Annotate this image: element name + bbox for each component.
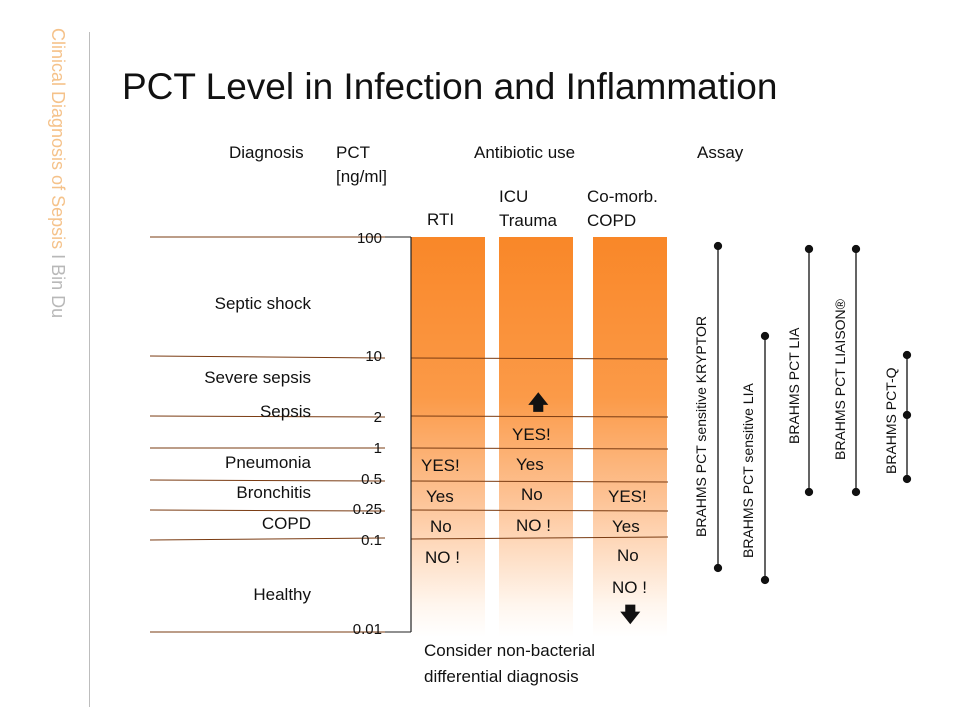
diagnosis-sepsis: Sepsis: [259, 402, 311, 421]
pct-level-1: 1: [373, 440, 382, 457]
header-diagnosis: Diagnosis: [229, 143, 304, 162]
footer-line2: differential diagnosis: [424, 667, 579, 686]
comorb-yes-strong: YES!: [608, 487, 647, 506]
level-line-10: [149, 355, 386, 359]
diagnosis-septic-shock: Septic shock: [214, 294, 311, 313]
side-separator: I: [48, 254, 68, 260]
level-line-0.1: [149, 537, 386, 541]
side-divider: [89, 32, 90, 707]
footer-line1: Consider non-bacterial: [424, 641, 596, 660]
pct-level-0.5: 0.5: [361, 471, 382, 488]
assay-sensitive-lia: BRAHMS PCT sensitive LIA: [740, 383, 756, 558]
column-label-rti: RTI: [427, 210, 455, 229]
rti-yes-strong: YES!: [421, 456, 460, 475]
side-title: Clinical Diagnosis of Sepsis I Bin Du: [42, 28, 68, 428]
level-line-2: [149, 415, 386, 418]
pct-level-2: 2: [373, 409, 382, 426]
assay-liaison: BRAHMS PCT LIAISON®: [832, 299, 848, 460]
diagnosis-bronchitis: Bronchitis: [236, 483, 311, 502]
side-topic: Clinical Diagnosis of Sepsis: [48, 28, 68, 250]
pct-level-0.01: 0.01: [352, 621, 382, 638]
column-label-copd: COPD: [587, 211, 637, 230]
pct-level-0.1: 0.1: [361, 532, 382, 549]
rti-no-strong: NO !: [425, 548, 460, 567]
column-label-icu: ICU: [499, 187, 529, 206]
assay-kryptor: BRAHMS PCT sensitive KRYPTOR: [693, 316, 709, 537]
grid-line-0.5: [410, 480, 669, 483]
column-comorb-bar: [593, 237, 667, 637]
pct-level-0.25: 0.25: [352, 501, 382, 518]
diagnosis-copd: COPD: [261, 514, 311, 533]
assay-lia: BRAHMS PCT LIA: [786, 327, 802, 444]
diagnosis-severe-sepsis: Severe sepsis: [204, 368, 311, 387]
diagnosis-pneumonia: Pneumonia: [224, 453, 311, 472]
column-label-comorb: Co-morb.: [587, 187, 658, 206]
header-pct: PCT: [336, 143, 370, 162]
comorb-no-strong: NO !: [612, 578, 647, 597]
header-pct-unit: [ng/ml]: [336, 167, 388, 186]
header-antibiotic-use: Antibiotic use: [474, 143, 576, 162]
column-rti-bar: [411, 237, 485, 637]
rti-yes: Yes: [426, 487, 454, 506]
grid-line-2: [410, 415, 669, 418]
comorb-yes: Yes: [612, 517, 640, 536]
grid-line-10: [410, 357, 669, 360]
header-assay: Assay: [697, 143, 744, 162]
diagnosis-healthy: Healthy: [253, 585, 311, 604]
level-line-0.25: [149, 509, 386, 512]
pct-level-10: 10: [365, 348, 382, 365]
icu-yes: Yes: [516, 455, 544, 474]
arrow-down-icon: 🡇: [620, 604, 641, 626]
assay-pct-q: BRAHMS PCT-Q: [883, 367, 899, 474]
level-line-0.5: [149, 479, 386, 482]
side-author: Bin Du: [48, 264, 68, 319]
column-icu-bar: [499, 237, 573, 637]
pct-level-100: 100: [356, 230, 382, 247]
grid-line-1: [410, 447, 669, 450]
grid-line-0.25: [410, 509, 669, 512]
icu-no: No: [521, 485, 543, 504]
icu-no-strong: NO !: [516, 516, 551, 535]
page-title: PCT Level in Infection and Inflammation: [122, 66, 778, 107]
column-label-trauma: Trauma: [499, 211, 557, 230]
rti-no: No: [430, 517, 452, 536]
arrow-up-icon: 🡅: [528, 392, 549, 414]
comorb-no: No: [617, 546, 639, 565]
icu-yes-strong: YES!: [512, 425, 551, 444]
grid-line-0.1: [410, 536, 669, 540]
